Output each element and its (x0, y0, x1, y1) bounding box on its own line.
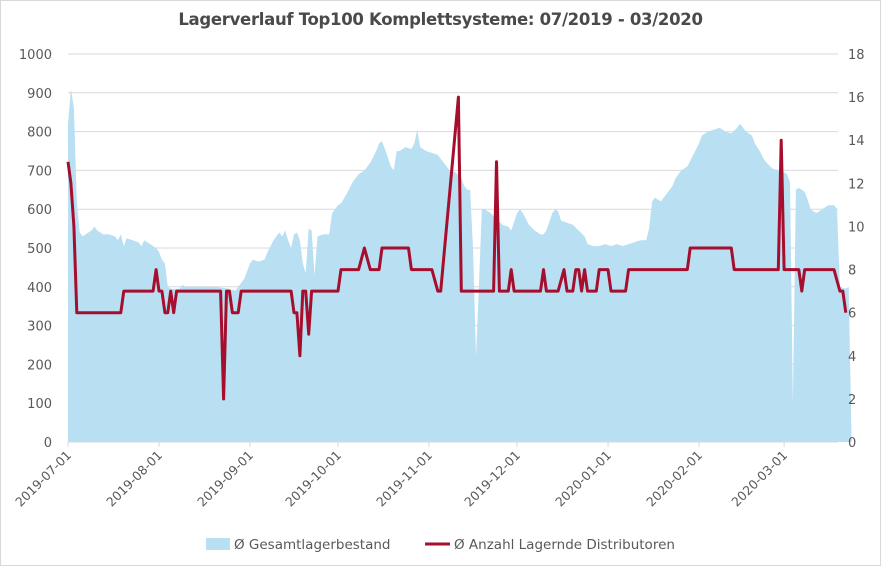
y-right-tick-label: 14 (848, 134, 865, 149)
y-left-tick-label: 300 (27, 320, 52, 335)
x-tick-label: 2019-09-01 (194, 448, 256, 510)
y-right-tick-label: 18 (848, 48, 865, 63)
y-right-tick-label: 12 (848, 177, 865, 192)
y-right-tick-label: 6 (848, 307, 856, 322)
y-left-tick-label: 500 (27, 242, 52, 257)
y-left-tick-label: 200 (27, 358, 52, 373)
legend: Ø Gesamtlagerbestand Ø Anzahl Lagernde D… (206, 537, 675, 553)
y-left-tick-label: 700 (27, 164, 52, 179)
x-tick-label: 2019-08-01 (103, 448, 165, 510)
y-left-tick-label: 0 (44, 436, 52, 451)
legend-label-line: Ø Anzahl Lagernde Distributoren (454, 537, 675, 553)
y-right-tick-label: 2 (848, 393, 856, 408)
y-left-tick-label: 900 (27, 87, 52, 102)
legend-label-area: Ø Gesamtlagerbestand (234, 537, 390, 553)
y-left-tick-label: 400 (27, 281, 52, 296)
y-left-tick-label: 100 (27, 397, 52, 412)
line-series-layer (66, 95, 848, 401)
y-right-tick-label: 0 (848, 436, 856, 451)
x-tick-label: 2020-02-01 (643, 448, 705, 510)
x-tick-label: 2020-03-01 (728, 448, 790, 510)
y-left-tick-label: 600 (27, 203, 52, 218)
x-tick-label: 2019-11-01 (373, 448, 435, 510)
x-tick-label: 2019-12-01 (461, 448, 523, 510)
y-right-tick-label: 8 (848, 264, 856, 279)
x-tick-label: 2019-07-01 (12, 448, 74, 510)
chart-title: Lagerverlauf Top100 Komplettsysteme: 07/… (178, 10, 703, 29)
x-tick-label: 2020-01-01 (552, 448, 614, 510)
y-left-tick-label: 1000 (19, 48, 52, 63)
legend-swatch-area (206, 538, 230, 550)
y-right-tick-label: 16 (848, 91, 865, 106)
x-tick-label: 2019-10-01 (282, 448, 344, 510)
line-series-distributoren (66, 95, 848, 401)
y-left-tick-label: 800 (27, 126, 52, 141)
y-right-tick-label: 10 (848, 220, 865, 235)
y-right-tick-label: 4 (848, 350, 856, 365)
